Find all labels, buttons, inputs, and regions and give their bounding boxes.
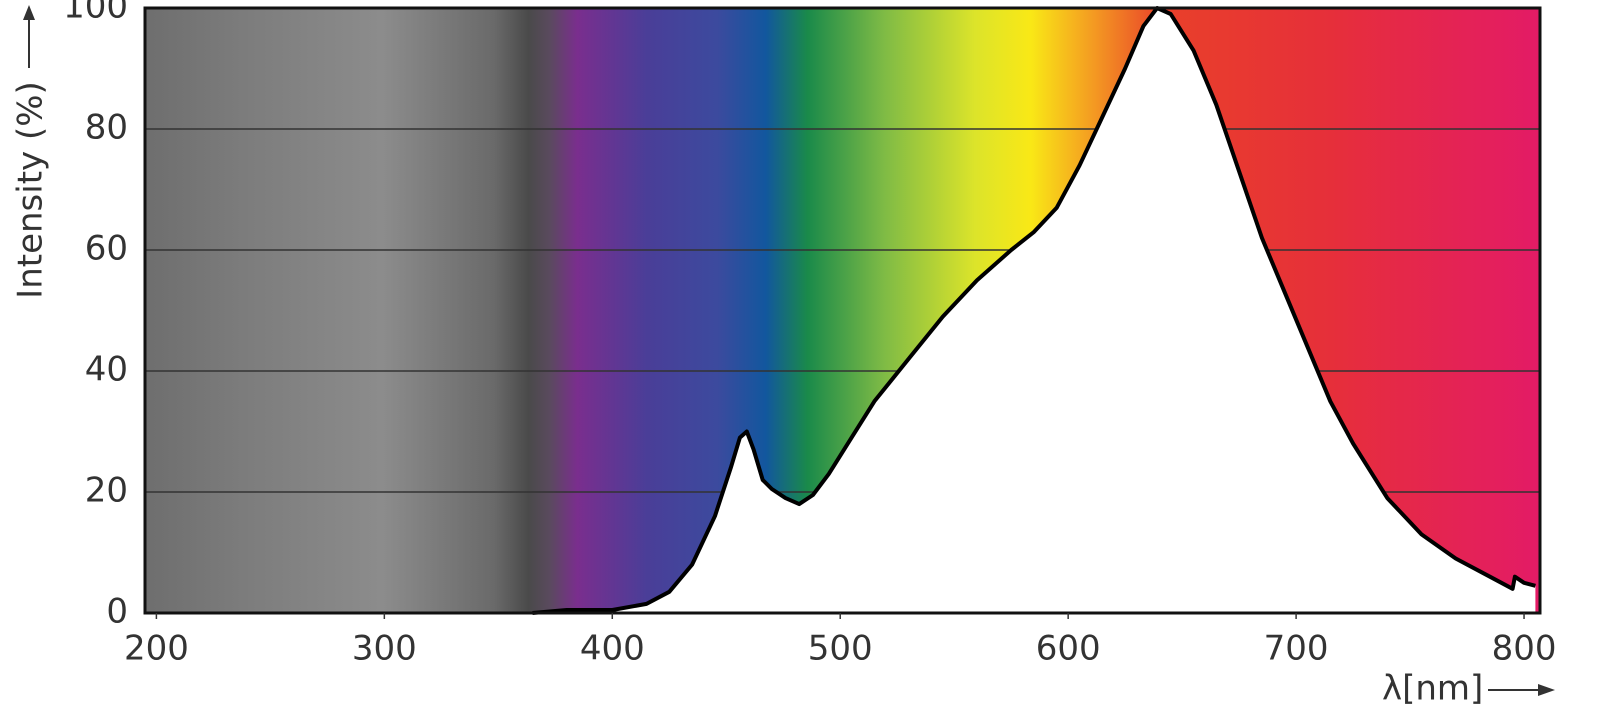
y-tick-label: 80 [85, 108, 128, 148]
y-tick-label: 100 [63, 0, 128, 27]
x-tick-label: 700 [1264, 629, 1329, 669]
y-tick-label: 0 [106, 592, 128, 632]
y-tick-label: 20 [85, 471, 128, 511]
x-axis-label: λ[nm] [1382, 669, 1483, 709]
x-tick-label: 600 [1036, 629, 1101, 669]
x-axis-arrowhead [1538, 684, 1555, 696]
y-tick-label: 60 [85, 229, 128, 269]
x-tick-label: 500 [808, 629, 873, 669]
plot-frame [143, 6, 1542, 615]
spectrum-line [532, 6, 1536, 615]
x-tick-label: 800 [1492, 629, 1557, 669]
y-tick-label: 40 [85, 350, 128, 390]
x-tick-label: 200 [124, 629, 189, 669]
y-axis-label: Intensity (%) [11, 81, 51, 299]
y-axis-arrowhead [23, 5, 35, 20]
x-tick-label: 400 [580, 629, 645, 669]
area-under-curve [532, 8, 1536, 613]
x-tick-label: 300 [352, 629, 417, 669]
